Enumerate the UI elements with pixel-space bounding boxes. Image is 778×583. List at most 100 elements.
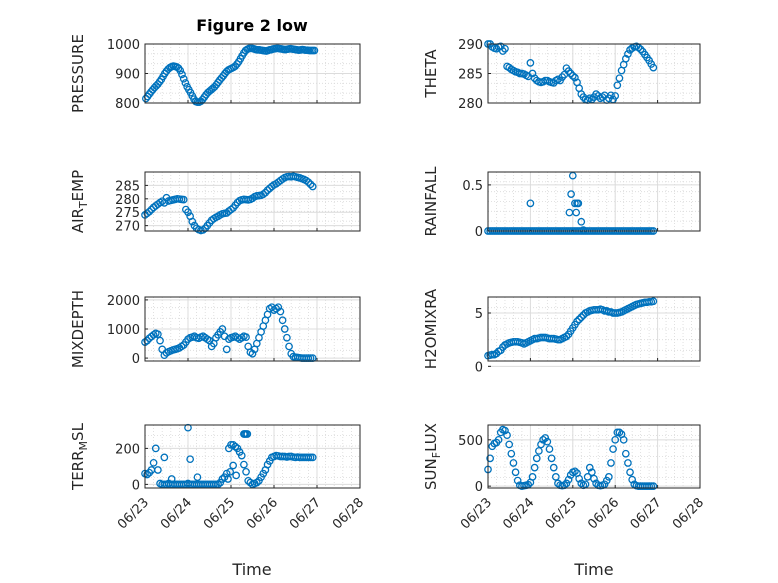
data-point: [636, 45, 645, 54]
subplot-sun-flux: 0 500 06/23 06/24 06/25 06/26 06/27 06/28 SUNFLU…: [422, 423, 707, 532]
data-point: [564, 475, 573, 484]
axes-box: [144, 171, 361, 232]
data-point: [308, 182, 317, 191]
data-point: [549, 463, 558, 472]
data-point: [224, 475, 232, 483]
data-point: [628, 475, 637, 484]
data-point: [492, 44, 501, 53]
y-tick-label: 280: [458, 97, 483, 112]
data-point: [511, 468, 520, 477]
y-tick-label: 0: [132, 478, 140, 493]
x-tick-label: 06/24: [500, 495, 537, 532]
data-point: [575, 315, 584, 324]
data-point: [227, 205, 235, 214]
x-tick-label: 06/25: [543, 495, 580, 532]
data-point: [624, 50, 632, 58]
data-point: [592, 90, 600, 99]
data-point: [585, 463, 594, 472]
y-axis-label: PRESSURE: [69, 34, 87, 113]
y-axis-label: SUNFLUX: [422, 423, 443, 490]
data-point: [543, 437, 552, 446]
data-point: [154, 330, 162, 339]
data-point: [621, 54, 630, 63]
y-tick-label: 0: [475, 480, 483, 495]
data-point: [568, 72, 577, 80]
data-point: [501, 426, 509, 435]
data-series: [484, 425, 658, 490]
data-point: [577, 217, 586, 226]
data-point: [143, 336, 151, 345]
data-point: [308, 453, 317, 462]
data-point: [285, 342, 293, 351]
y-tick-label: 0.5: [462, 179, 483, 194]
data-series: [484, 40, 658, 104]
y-axis-label: THETA: [422, 49, 440, 99]
data-point: [513, 476, 522, 485]
data-point: [496, 42, 505, 51]
data-point: [624, 459, 632, 467]
y-axis-label: H2OMIXRA: [422, 288, 440, 369]
data-point: [274, 303, 283, 312]
data-point: [145, 207, 154, 216]
data-point: [242, 333, 250, 341]
data-point: [604, 473, 613, 481]
y-tick-label: 500: [458, 434, 483, 449]
axes-box: [487, 296, 701, 362]
data-point: [306, 453, 315, 462]
y-tick-label: 290: [458, 38, 483, 53]
data-point: [505, 440, 514, 449]
data-point: [263, 186, 272, 195]
axes-box: [487, 424, 701, 489]
data-point: [607, 459, 615, 467]
data-point: [276, 307, 285, 316]
subplot-mixdepth: 0 1000 2000 MIXDEPTH: [69, 290, 361, 368]
data-point: [240, 460, 248, 469]
data-point: [310, 46, 319, 55]
x-axis-label-left: Time: [231, 560, 271, 579]
data-point: [528, 473, 537, 481]
data-series: [142, 44, 319, 106]
data-series: [141, 172, 317, 235]
data-point: [218, 475, 227, 483]
subplot-terr-msl: 0 200 06/23 06/24 06/25 06/26 06/27 06/28 TERRMS…: [69, 422, 367, 532]
y-axis-label: RAINFALL: [422, 166, 440, 237]
y-tick-label: 275: [115, 206, 140, 221]
x-tick-label: 06/24: [158, 495, 195, 532]
y-tick-label: 285: [115, 179, 140, 194]
y-axis-label: AIRTEMP: [69, 170, 90, 233]
data-point: [573, 317, 581, 326]
data-point: [572, 208, 581, 217]
data-point: [574, 199, 583, 208]
y-tick-label: 5: [475, 307, 483, 322]
data-point: [507, 449, 516, 458]
plot-area: [145, 425, 360, 488]
data-point: [545, 445, 554, 453]
y-tick-label: 800: [115, 97, 140, 112]
data-point: [611, 435, 620, 444]
axes-box: [144, 424, 361, 489]
x-tick-label: 06/26: [585, 495, 622, 532]
data-point: [602, 476, 611, 485]
data-point: [302, 176, 311, 185]
data-point: [184, 208, 192, 217]
x-tick-label: 06/27: [287, 495, 324, 532]
data-point: [242, 467, 250, 476]
x-tick-label: 06/25: [201, 495, 238, 532]
data-point: [588, 468, 596, 477]
y-tick-label: 200: [115, 442, 140, 457]
data-point: [283, 333, 291, 342]
data-point: [547, 454, 556, 463]
x-tick-label: 06/28: [670, 495, 707, 532]
x-tick-label: 06/23: [458, 495, 495, 532]
data-point: [503, 431, 511, 440]
data-point: [537, 440, 545, 449]
y-tick-label: 900: [115, 68, 140, 83]
y-tick-label: 280: [115, 193, 140, 208]
data-point: [178, 70, 186, 79]
data-point: [607, 91, 615, 100]
y-tick-label: 2000: [107, 294, 140, 309]
data-point: [167, 475, 176, 483]
data-point: [526, 199, 535, 208]
